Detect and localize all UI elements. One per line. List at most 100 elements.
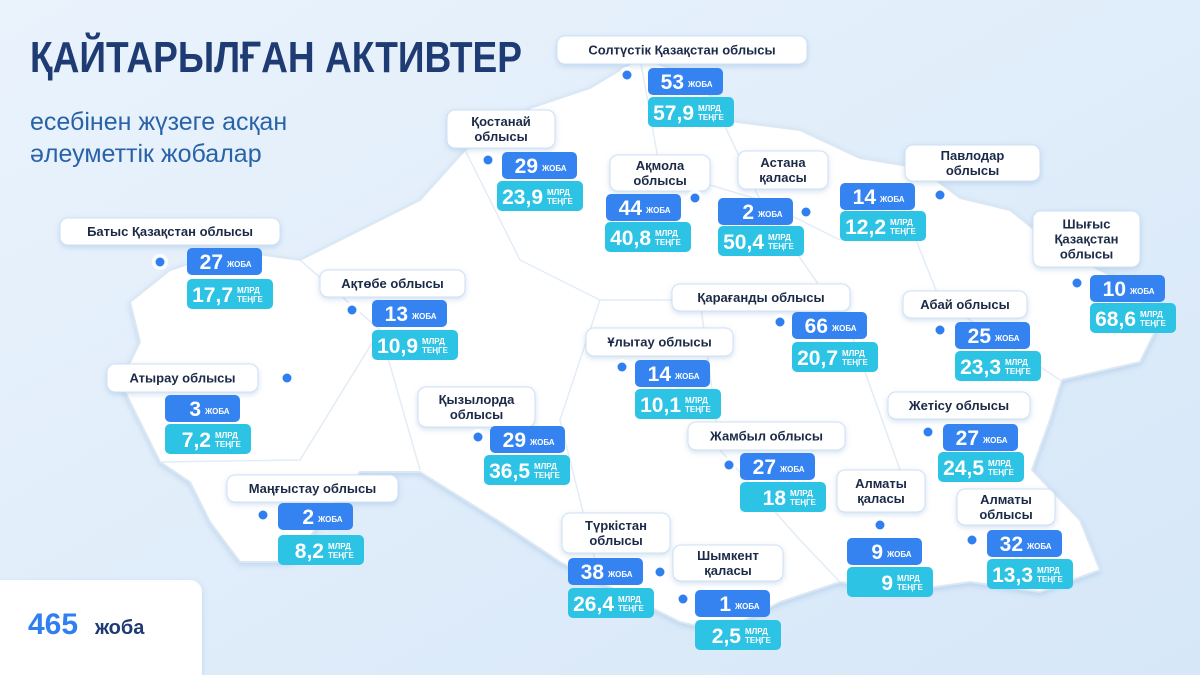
projects-unit: ЖОБА	[779, 465, 805, 474]
amount-badge	[497, 181, 583, 211]
region-label-box	[687, 421, 846, 451]
subtitle-line: әлеуметтік жобалар	[30, 140, 262, 168]
amount-value: 18	[763, 487, 787, 510]
projects-badge	[372, 300, 447, 327]
region-marker	[923, 427, 933, 437]
projects-badge	[278, 503, 353, 530]
amount-badge	[278, 535, 364, 565]
amount-value: 36,5	[489, 460, 530, 483]
region-name: Абай облысы	[920, 297, 1009, 312]
amount-badge	[718, 226, 804, 256]
projects-badge	[840, 183, 915, 210]
amount-unit-top: МЛРД	[897, 574, 920, 583]
region-marker	[655, 567, 665, 577]
amount-unit-bottom: ТЕҢГЕ	[790, 498, 817, 507]
projects-unit: ЖОБА	[411, 312, 437, 321]
amount-badge	[840, 211, 926, 241]
amount-badge	[987, 559, 1073, 589]
region-marker	[875, 520, 885, 530]
amount-badge	[792, 342, 878, 372]
region-marker	[155, 257, 165, 267]
region: Батыс Қазақстан облысы 27 ЖОБА 17,7 МЛРДТЕҢГ…	[59, 217, 281, 309]
region-label-box	[446, 109, 556, 149]
amount-value: 26,4	[573, 593, 614, 616]
amount-unit-bottom: ТЕҢГЕ	[685, 405, 712, 414]
region-name: Батыс Қазақстан облысы	[87, 224, 253, 239]
region-label-box	[887, 391, 1031, 420]
amount-value: 9	[881, 572, 893, 595]
amount-unit-bottom: ТЕҢГЕ	[422, 346, 449, 355]
amount-unit-bottom: ТЕҢГЕ	[897, 583, 924, 592]
total-value: 465	[28, 608, 78, 641]
region-name: Солтүстік Қазақстан облысы	[588, 43, 775, 58]
amount-unit-top: МЛРД	[768, 233, 791, 242]
region-name: Атырау облысы	[129, 371, 235, 386]
projects-unit: ЖОБА	[541, 164, 567, 173]
amount-value: 23,3	[960, 356, 1001, 379]
region-name: қаласы	[857, 491, 905, 506]
region-name: Павлодар	[941, 148, 1005, 163]
region-name: облысы	[474, 129, 527, 144]
projects-value: 38	[581, 561, 605, 584]
region-name: Қарағанды облысы	[697, 290, 824, 305]
projects-unit: ЖОБА	[674, 372, 700, 381]
amount-unit-top: МЛРД	[685, 396, 708, 405]
region-name: Ақмола	[636, 158, 685, 173]
amount-unit-bottom: ТЕҢГЕ	[534, 471, 561, 480]
amount-badge	[938, 452, 1024, 482]
amount-value: 24,5	[943, 457, 984, 480]
amount-unit-bottom: ТЕҢГЕ	[328, 551, 355, 560]
region-name: облысы	[589, 533, 642, 548]
amount-unit-top: МЛРД	[328, 542, 351, 551]
region-marker	[690, 193, 700, 203]
projects-value: 29	[515, 155, 538, 178]
amount-unit-bottom: ТЕҢГЕ	[1140, 319, 1167, 328]
region-name: Қазақстан	[1054, 232, 1118, 247]
projects-badge	[792, 312, 867, 339]
projects-value: 14	[648, 363, 672, 386]
region-name: облысы	[450, 407, 503, 422]
amount-badge	[165, 424, 251, 454]
amount-unit-top: МЛРД	[1037, 566, 1060, 575]
region-name: Алматы	[980, 492, 1032, 507]
region-name: Жетісу облысы	[908, 398, 1009, 413]
projects-badge	[502, 152, 577, 179]
region-marker	[935, 325, 945, 335]
projects-value: 27	[200, 251, 223, 274]
amount-unit-top: МЛРД	[534, 462, 557, 471]
region-label-box	[59, 217, 281, 246]
amount-unit-top: МЛРД	[422, 337, 445, 346]
region-label-box	[671, 283, 851, 312]
region-label-box	[902, 290, 1028, 319]
region-name: Ұлытау облысы	[607, 335, 711, 350]
projects-badge	[635, 360, 710, 387]
projects-badge	[847, 538, 922, 565]
region-label-box	[609, 154, 711, 192]
amount-unit-top: МЛРД	[842, 349, 865, 358]
amount-unit-bottom: ТЕҢГЕ	[842, 358, 869, 367]
projects-unit: ЖОБА	[204, 407, 230, 416]
projects-unit: ЖОБА	[734, 602, 760, 611]
region-label-box	[226, 474, 399, 503]
projects-unit: ЖОБА	[1129, 287, 1155, 296]
projects-badge	[187, 248, 262, 275]
projects-value: 2	[742, 201, 754, 224]
amount-unit-bottom: ТЕҢГЕ	[698, 113, 725, 122]
amount-unit-bottom: ТЕҢГЕ	[1005, 367, 1032, 376]
total-card: 465 жоба	[0, 580, 202, 680]
projects-unit: ЖОБА	[317, 515, 343, 524]
amount-unit-bottom: ТЕҢГЕ	[655, 238, 682, 247]
projects-badge	[490, 426, 565, 453]
amount-unit-bottom: ТЕҢГЕ	[768, 242, 795, 251]
region-name: облысы	[946, 163, 999, 178]
projects-value: 32	[1000, 533, 1023, 556]
region-name: қаласы	[704, 563, 752, 578]
projects-unit: ЖОБА	[757, 210, 783, 219]
